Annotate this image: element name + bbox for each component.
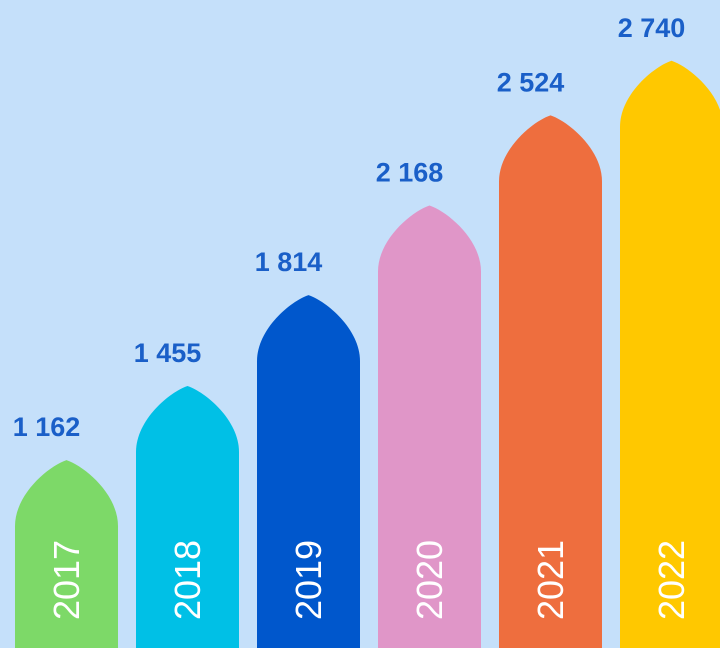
bar xyxy=(136,386,239,648)
value-label: 1 814 xyxy=(255,247,323,277)
category-label: 2018 xyxy=(167,540,208,620)
bar xyxy=(499,115,602,648)
bar xyxy=(15,460,118,648)
category-label: 2017 xyxy=(46,540,87,620)
bar xyxy=(620,60,720,648)
category-label: 2022 xyxy=(651,540,692,620)
bar xyxy=(378,205,481,648)
value-label: 1 162 xyxy=(13,412,81,442)
value-label: 1 455 xyxy=(134,338,202,368)
category-label: 2020 xyxy=(409,540,450,620)
category-label: 2021 xyxy=(530,540,571,620)
bar xyxy=(257,295,360,648)
value-label: 2 740 xyxy=(618,13,686,43)
value-label: 2 524 xyxy=(497,67,565,97)
category-label: 2019 xyxy=(288,540,329,620)
value-label: 2 168 xyxy=(376,158,444,188)
